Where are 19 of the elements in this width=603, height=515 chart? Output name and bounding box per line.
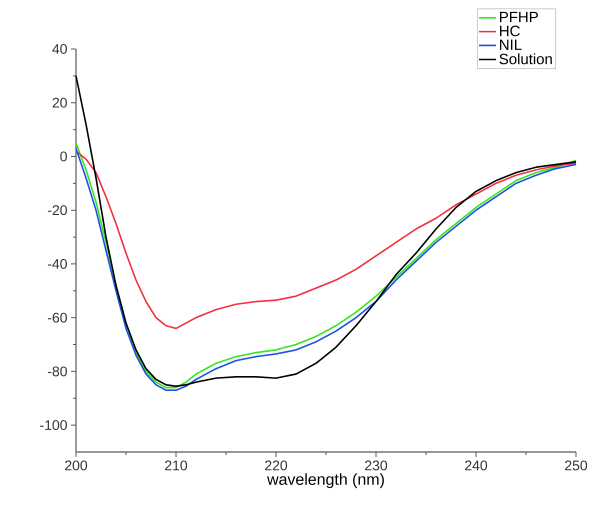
legend-label: Solution [499, 53, 552, 64]
y-tick-label: -40 [48, 258, 67, 269]
x-tick-label: 230 [365, 460, 388, 470]
y-tick-label: -80 [48, 366, 67, 376]
y-tick-label: -100 [40, 420, 67, 430]
y-tick-label: 20 [52, 98, 67, 108]
y-tick-label: 0 [60, 152, 67, 162]
legend-label: HC [500, 26, 520, 36]
legend-label: PFHP [500, 12, 538, 22]
y-tick-label: -60 [48, 312, 67, 323]
x-tick-label: 240 [465, 460, 488, 470]
x-axis-title: wavelength (nm) [267, 473, 384, 488]
y-tick-label: -20 [48, 205, 67, 216]
x-tick-label: 220 [265, 460, 288, 470]
y-tick-label: 40 [52, 44, 67, 54]
x-tick-label: 250 [565, 460, 588, 470]
x-tick-label: 210 [165, 460, 188, 470]
x-tick-label: 200 [65, 460, 88, 470]
legend-label: NIL [500, 40, 522, 50]
